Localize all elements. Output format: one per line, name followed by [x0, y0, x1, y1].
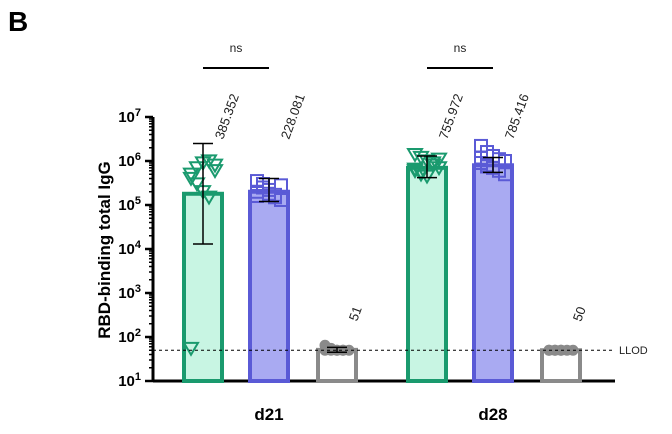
data-point: [188, 177, 206, 193]
data-point: [200, 154, 218, 170]
data-point: [498, 167, 512, 182]
data-point: [412, 165, 430, 181]
data-point: [200, 190, 218, 206]
bar: [248, 189, 290, 383]
y-tick-label: 102: [118, 327, 141, 346]
bars-layer: [182, 163, 582, 384]
data-point: [406, 162, 424, 178]
data-point: [430, 161, 448, 177]
data-point: [182, 341, 200, 357]
y-axis-title: RBD-binding total IgG: [95, 161, 114, 339]
bar-value-label: 785.416: [502, 92, 532, 141]
data-point: [412, 150, 430, 166]
y-axis: 101 102 103 104 105 106 107: [118, 107, 615, 390]
panel-label: B: [8, 6, 29, 37]
y-tick-label: 104: [118, 239, 142, 258]
data-point: [406, 147, 424, 163]
data-point: [424, 156, 442, 172]
y-tick-label: 107: [118, 107, 141, 126]
data-point: [274, 178, 288, 193]
bar-value-label: 228.081: [278, 92, 308, 141]
significance-label: ns: [454, 41, 467, 55]
x-category-label: d21: [254, 405, 283, 424]
significance-label: ns: [230, 41, 243, 55]
bar-value-label: 50: [570, 305, 589, 324]
bar-value-label: 51: [346, 304, 365, 323]
y-tick-label: 101: [118, 371, 141, 390]
data-point: [206, 164, 224, 180]
bar: [472, 163, 514, 383]
data-point: [430, 152, 448, 168]
y-tick-label: 103: [118, 283, 141, 302]
x-category-label: d28: [478, 405, 507, 424]
data-point: [182, 167, 200, 183]
y-tick-label: 105: [118, 195, 141, 214]
points-layer: [182, 138, 579, 357]
data-point: [250, 189, 264, 204]
bar: [406, 165, 448, 383]
llod-label: LLOD: [619, 345, 648, 357]
bar-value-label: 755.972: [436, 92, 466, 141]
y-tick-label: 106: [118, 151, 141, 170]
data-point: [206, 158, 224, 174]
bar-value-label: 385.352: [212, 92, 242, 141]
data-point: [424, 158, 442, 174]
